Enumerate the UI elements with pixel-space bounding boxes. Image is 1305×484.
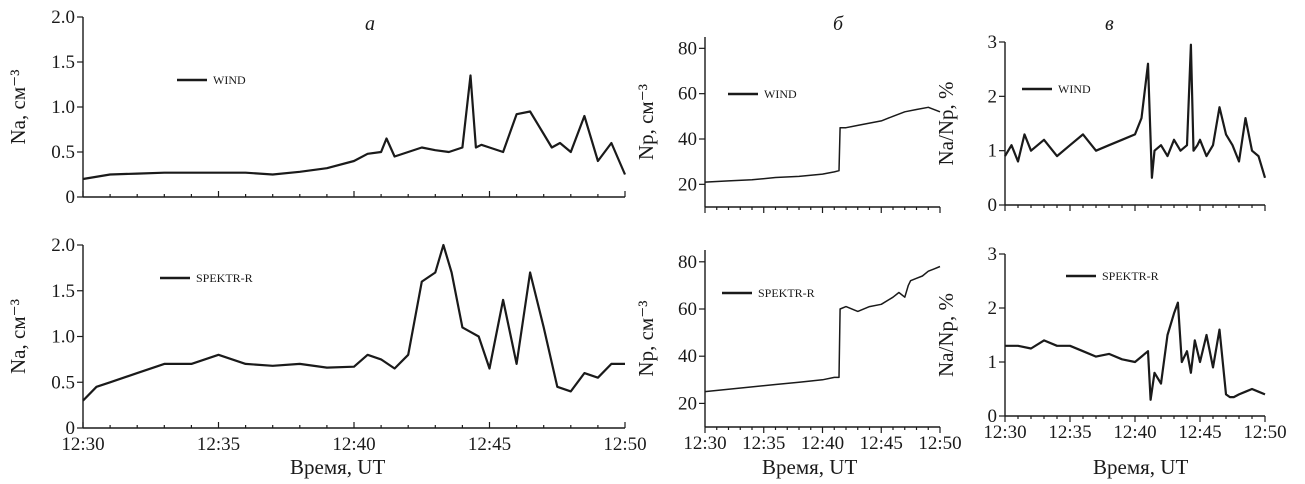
y-tick-label: 0.5: [51, 142, 75, 163]
legend-label: SPEKTR-R: [196, 271, 253, 285]
y-tick-label: 1.0: [51, 97, 75, 118]
y-tick-label: 20: [678, 174, 697, 195]
legend-label: WIND: [213, 73, 246, 87]
x-tick-label: 12:30: [983, 422, 1026, 443]
y-axis-label: Na/Np, %: [934, 293, 958, 377]
y-axis-label: Na, см⁻³: [6, 70, 30, 145]
legend-label: WIND: [1058, 82, 1091, 96]
y-tick-label: 0: [988, 195, 998, 216]
x-axis-label-a: Время, UT: [290, 455, 385, 479]
chart-ratio-spektr: 0 1 2 3 12:30 12:35 12:40 12:45 12:50 Na/Np, % SPE…: [934, 244, 1287, 443]
x-tick-label: 12:35: [197, 434, 240, 455]
y-tick-label: 60: [678, 299, 697, 320]
x-tick-label: 12:40: [1113, 422, 1156, 443]
x-axis-label-b: Время, UT: [762, 455, 857, 479]
y-tick-label: 0: [66, 187, 76, 208]
x-tick-label: 12:30: [683, 433, 726, 454]
y-tick-label: 0.5: [51, 372, 75, 393]
y-tick-label: 40: [678, 129, 697, 150]
y-tick-label: 2: [988, 86, 998, 107]
y-tick-label: 1.5: [51, 281, 75, 302]
y-tick-label: 3: [988, 32, 998, 53]
legend-label: WIND: [764, 87, 797, 101]
y-axis-label: Np, см⁻³: [634, 84, 658, 160]
legend-label: SPEKTR-R: [1102, 269, 1159, 283]
x-tick-label: 12:40: [332, 434, 375, 455]
chart-np-wind: 20 40 60 80 Np, см⁻³ WIND: [634, 37, 941, 213]
series-line: [704, 106, 941, 183]
panel-letter-b: б: [833, 13, 844, 35]
y-tick-label: 2.0: [51, 235, 75, 256]
y-tick-label: 1.0: [51, 327, 75, 348]
chart-np-spektr: 20 40 60 80 12:30 12:35 12:40 12:45 12:50 Np, см⁻…: [634, 250, 962, 454]
x-tick-label: 12:35: [742, 433, 785, 454]
x-tick-label: 12:50: [1243, 422, 1286, 443]
y-tick-label: 1: [988, 141, 998, 162]
x-tick-label: 12:45: [1178, 422, 1221, 443]
series-line: [82, 74, 627, 181]
y-tick-label: 80: [678, 38, 697, 59]
x-tick-label: 12:30: [61, 434, 104, 455]
x-tick-label: 12:40: [801, 433, 844, 454]
chart-na-wind: 0 0.5 1.0 1.5 2.0 Na, см⁻³ WIND: [6, 7, 627, 208]
y-tick-label: 1.5: [51, 52, 75, 73]
y-tick-label: 20: [678, 393, 697, 414]
chart-ratio-wind: 0 1 2 3 Na/Np, % WIND: [934, 32, 1267, 216]
series-line: [82, 243, 625, 402]
chart-na-spektr: 0 0.5 1.0 1.5 2.0 12:30 12:35 12:40 12:45 12:50 Na…: [6, 235, 647, 455]
x-tick-label: 12:50: [603, 434, 646, 455]
y-tick-label: 60: [678, 84, 697, 105]
panel-letter-v: в: [1105, 13, 1114, 35]
y-tick-label: 0: [988, 406, 998, 427]
y-tick-label: 40: [678, 346, 697, 367]
series-line: [1005, 301, 1266, 401]
x-tick-label: 12:45: [860, 433, 903, 454]
series-line: [704, 265, 941, 393]
y-tick-label: 2.0: [51, 7, 75, 28]
y-axis-label: Np, см⁻³: [634, 300, 658, 376]
x-tick-label: 12:50: [918, 433, 961, 454]
x-tick-label: 12:35: [1048, 422, 1091, 443]
y-tick-label: 2: [988, 298, 998, 319]
legend-label: SPEKTR-R: [758, 286, 815, 300]
y-tick-label: 3: [988, 244, 998, 265]
y-tick-label: 1: [988, 352, 998, 373]
x-tick-label: 12:45: [468, 434, 511, 455]
y-axis-label: Na, см⁻³: [6, 299, 30, 374]
y-axis-label: Na/Np, %: [934, 82, 958, 166]
y-tick-label: 0: [66, 418, 76, 439]
x-axis-label-v: Время, UT: [1093, 455, 1188, 479]
panel-letter-a: а: [365, 13, 375, 35]
series-line: [1004, 43, 1267, 179]
y-tick-label: 80: [678, 252, 697, 273]
